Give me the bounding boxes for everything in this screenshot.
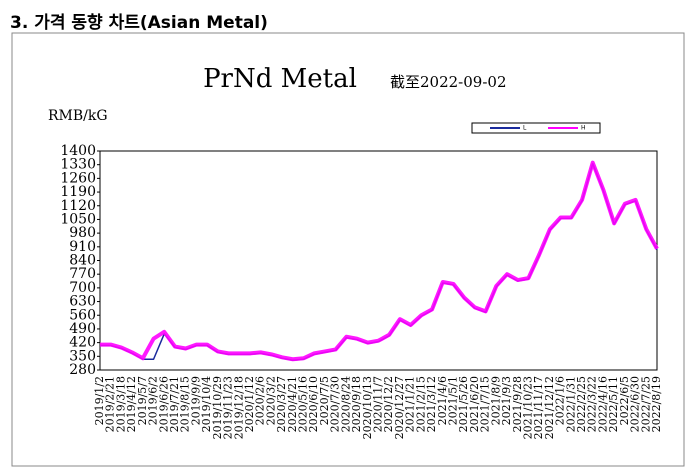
- x-tick-label: 2019/9/9: [189, 376, 202, 425]
- legend: [471, 122, 601, 134]
- x-tick-label: 2021/6/20: [468, 376, 481, 432]
- x-tick-label: 2019/12/18: [232, 376, 245, 439]
- x-tick-label: 2022/5/11: [607, 376, 620, 432]
- x-tick-label: 2020/3/27: [275, 376, 288, 432]
- y-tick-label: 420: [69, 335, 96, 351]
- x-tick-label: 2021/9/28: [511, 376, 524, 432]
- x-tick-label: 2020/6/10: [307, 376, 320, 432]
- x-tick-label: 2019/5/7: [136, 376, 149, 425]
- x-tick-label: 2021/8/9: [489, 376, 502, 425]
- x-tick-label: 2021/2/15: [414, 376, 427, 432]
- x-tick-label: 2020/4/21: [286, 376, 299, 432]
- x-tick-label: 2021/5/26: [457, 376, 470, 432]
- y-tick-label: 1330: [60, 157, 96, 173]
- y-tick-label: 560: [69, 307, 96, 323]
- x-tick-label: 2021/9/3: [500, 376, 513, 425]
- x-tick-label: 2020/5/16: [297, 376, 310, 432]
- x-tick-label: 2021/12/12: [543, 376, 556, 439]
- chart-title: PrNd Metal: [203, 64, 357, 94]
- x-tick-label: 2019/7/21: [168, 376, 181, 432]
- y-tick-label: 1190: [60, 184, 96, 200]
- x-tick-label: 2021/1/21: [404, 376, 417, 432]
- x-tick-label: 2020/1/12: [243, 376, 256, 432]
- y-tick-label: 490: [69, 321, 96, 337]
- x-tick-label: 2022/1/31: [564, 376, 577, 432]
- x-tick-label: 2020/9/18: [350, 376, 363, 432]
- x-tick-label: 2019/2/21: [104, 376, 117, 432]
- y-tick-label: 700: [69, 280, 96, 296]
- x-tick-label: 2020/2/6: [254, 376, 267, 425]
- chart-frame: [11, 32, 685, 467]
- x-tick-label: 2021/7/15: [479, 376, 492, 432]
- chart-subtitle: 截至2022-09-02: [390, 73, 507, 91]
- y-tick-label: 980: [69, 225, 96, 241]
- x-tick-label: 2020/7/30: [329, 376, 342, 432]
- x-tick-label: 2022/7/25: [639, 376, 652, 432]
- x-tick-label: 2022/6/30: [629, 376, 642, 432]
- y-tick-label: 630: [69, 294, 96, 310]
- y-tick-label: 1050: [60, 211, 96, 227]
- x-tick-label: 2020/7/5: [318, 376, 331, 425]
- x-tick-label: 2022/1/6: [554, 376, 567, 425]
- x-tick-label: 2019/10/4: [200, 376, 213, 432]
- x-tick-label: 2019/6/2: [147, 376, 160, 425]
- legend-label: L: [523, 125, 527, 132]
- x-tick-label: 2019/11/23: [222, 376, 235, 439]
- x-tick-label: 2020/12/27: [393, 376, 406, 439]
- x-tick-label: 2019/1/2: [93, 376, 106, 425]
- series-line: [100, 160, 659, 362]
- x-tick-label: 2021/5/1: [446, 376, 459, 425]
- x-tick-label: 2022/8/19: [650, 376, 663, 432]
- x-tick-label: 2021/3/12: [425, 376, 438, 432]
- x-tick-label: 2019/8/15: [179, 376, 192, 432]
- x-tick-label: 2019/3/18: [114, 376, 127, 432]
- y-tick-label: 350: [69, 348, 96, 364]
- y-tick-label: 910: [69, 239, 96, 255]
- y-tick-label: 770: [69, 266, 96, 282]
- x-tick-label: 2020/10/13: [361, 376, 374, 439]
- x-tick-label: 2021/4/6: [436, 376, 449, 425]
- x-tick-label: 2020/3/2: [264, 376, 277, 425]
- x-tick-label: 2019/10/29: [211, 376, 224, 439]
- x-tick-label: 2019/6/26: [157, 376, 170, 432]
- heading: 3. 가격 동향 차트(Asian Metal): [10, 12, 268, 33]
- y-tick-label: 1120: [60, 198, 96, 214]
- y-tick-label: 1400: [60, 143, 96, 159]
- x-tick-label: 2021/11/17: [532, 376, 545, 439]
- x-tick-label: 2019/4/12: [125, 376, 138, 432]
- x-tick-label: 2022/6/5: [618, 376, 631, 425]
- legend-label: H: [581, 125, 586, 132]
- y-tick-label: 840: [69, 253, 96, 269]
- x-tick-label: 2022/3/22: [586, 376, 599, 432]
- y-axis-label: RMB/kG: [48, 108, 108, 124]
- y-tick-label: 1260: [60, 170, 96, 186]
- x-tick-label: 2020/12/2: [382, 376, 395, 432]
- x-tick-label: 2020/8/24: [339, 376, 352, 432]
- x-tick-label: 2022/2/25: [575, 376, 588, 432]
- x-tick-label: 2021/10/23: [521, 376, 534, 439]
- y-tick-label: 280: [69, 362, 96, 378]
- x-tick-label: 2022/4/16: [596, 376, 609, 432]
- x-tick-label: 2020/11/7: [372, 376, 385, 432]
